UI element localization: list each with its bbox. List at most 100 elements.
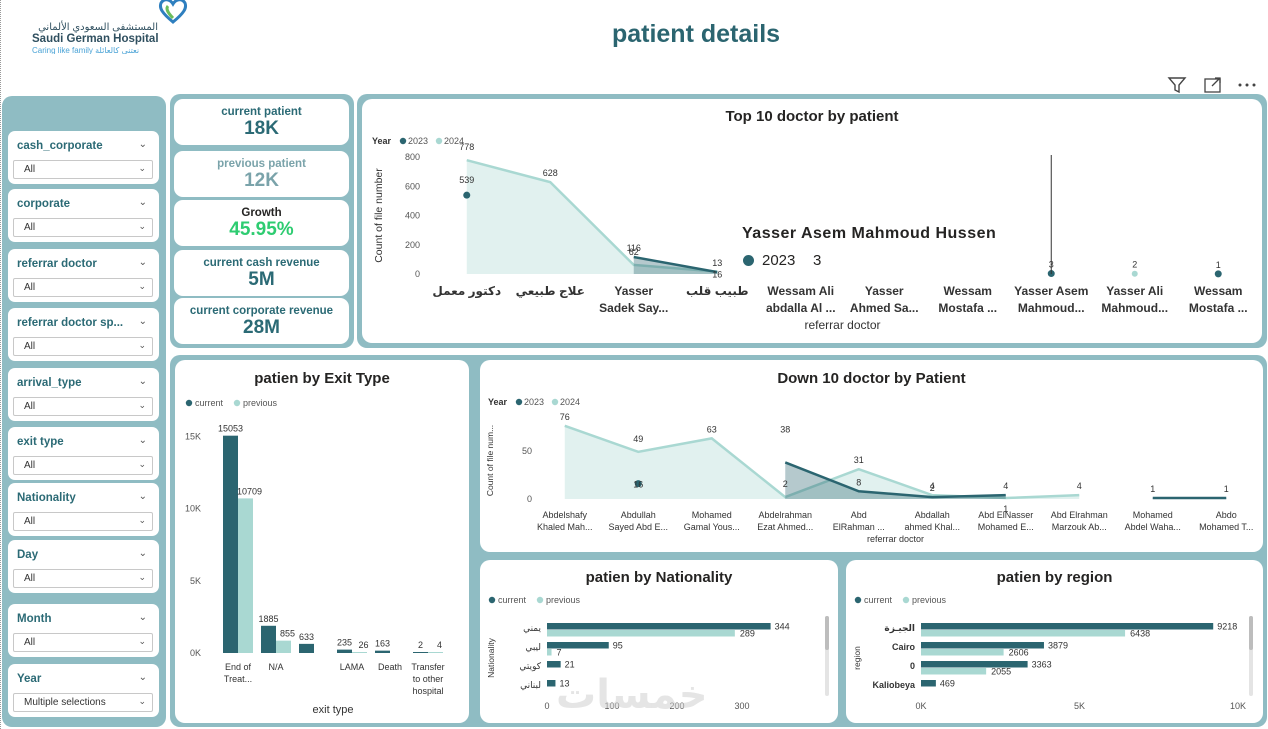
slicer-referrar-doctor[interactable]: referrar doctor ⌄ All ⌄: [8, 249, 159, 302]
bar-current: [921, 661, 1028, 668]
slicer-value: All: [24, 222, 36, 233]
more-options-icon[interactable]: [1236, 75, 1258, 95]
y-tick-label: لبناني: [520, 680, 541, 690]
tooltip-year: 2023: [762, 252, 796, 269]
slicer-year[interactable]: Year ⌄ Multiple selections ⌄: [8, 664, 159, 717]
slicer-day[interactable]: Day ⌄ All ⌄: [8, 540, 159, 593]
x-tick-label: 0K: [915, 701, 926, 711]
x-tick-label: Yasser: [614, 284, 653, 298]
x-tick-label: ElRahman ...: [833, 522, 885, 532]
chevron-down-icon: ⌄: [138, 340, 146, 350]
y-axis-label: Nationality: [486, 637, 496, 677]
chevron-down-icon: ⌄: [138, 221, 146, 231]
chevron-up-down-icon[interactable]: ⌄: [138, 139, 147, 150]
chevron-up-down-icon[interactable]: ⌄: [138, 491, 147, 502]
x-tick-label: Ahmed Sa...: [850, 301, 919, 315]
legend-previous-dot-icon: [536, 596, 544, 604]
x-tick-label: End of: [225, 662, 252, 672]
x-tick-label: Mostafa ...: [1189, 301, 1248, 315]
bar-current: [921, 642, 1044, 649]
data-label: 8: [856, 477, 861, 487]
y-tick-label: 600: [405, 181, 420, 191]
kpi-value: 5M: [248, 269, 275, 290]
x-tick-label: دكتور معمل: [432, 284, 501, 299]
chevron-up-down-icon[interactable]: ⌄: [138, 672, 147, 683]
y-tick-label: 50: [522, 446, 532, 456]
slicer-label: Month: [17, 613, 52, 625]
focus-mode-icon[interactable]: [1203, 75, 1223, 95]
filter-icon[interactable]: [1167, 75, 1187, 95]
slicer-dropdown[interactable]: All ⌄: [13, 569, 153, 588]
data-label: 21: [565, 660, 575, 670]
slicer-dropdown[interactable]: All ⌄: [13, 456, 153, 475]
x-tick-label: LAMA: [340, 662, 365, 672]
chevron-up-down-icon[interactable]: ⌄: [138, 197, 147, 208]
x-tick-label: Sadek Say...: [599, 301, 668, 315]
slicer-dropdown[interactable]: All ⌄: [13, 397, 153, 416]
x-tick-label: علاج طبيعي: [516, 284, 585, 298]
slicer-cash-corporate[interactable]: cash_corporate ⌄ All ⌄: [8, 131, 159, 184]
exit-title: patien by Exit Type: [254, 370, 390, 387]
chevron-up-down-icon[interactable]: ⌄: [138, 257, 147, 268]
data-label: 2: [783, 479, 788, 489]
slicer-month[interactable]: Month ⌄ All ⌄: [8, 604, 159, 657]
exit-chart: current previous 15K 10K 5K 0K 15053 10709 End o…: [185, 398, 445, 716]
slicer-dropdown[interactable]: All ⌄: [13, 337, 153, 356]
slicer-dropdown[interactable]: All ⌄: [13, 633, 153, 652]
slicer-label: Year: [17, 673, 42, 685]
y-tick-label: 10K: [185, 504, 201, 514]
data-label: 15053: [218, 424, 243, 434]
slicer-nationality[interactable]: Nationality ⌄ All ⌄: [8, 483, 159, 536]
x-tick-label: Abd Elrahman: [1051, 510, 1108, 520]
nationality-card: [480, 560, 838, 723]
chevron-up-down-icon[interactable]: ⌄: [138, 376, 147, 387]
slicer-value: All: [24, 637, 36, 648]
x-tick-label: Abdel Waha...: [1125, 522, 1181, 532]
bar-current: [921, 623, 1214, 630]
chevron-up-down-icon[interactable]: ⌄: [138, 435, 147, 446]
kpi-label: current patient: [221, 106, 302, 118]
bar-previous: [428, 652, 443, 653]
slicer-exit-type[interactable]: exit type ⌄ All ⌄: [8, 427, 159, 480]
slicer-dropdown[interactable]: All ⌄: [13, 512, 153, 531]
kpi-current-patient: current patient 18K: [174, 99, 349, 145]
bar-previous: [238, 498, 253, 653]
slicer-corporate[interactable]: corporate ⌄ All ⌄: [8, 189, 159, 242]
slicer-label: referrar doctor: [17, 258, 97, 270]
legend-current-dot-icon: [185, 399, 193, 407]
y-axis-label: Count of file number: [373, 168, 385, 263]
chevron-up-down-icon[interactable]: ⌄: [138, 316, 147, 327]
point-2023: [1214, 270, 1222, 278]
line-2024: [564, 424, 1080, 500]
y-axis-label: region: [852, 646, 862, 670]
slicer-arrival-type[interactable]: arrival_type ⌄ All ⌄: [8, 368, 159, 421]
kpi-label: previous patient: [217, 158, 306, 170]
slicer-referrar-doctor-sp[interactable]: referrar doctor sp... ⌄ All ⌄: [8, 308, 159, 361]
data-label: 1: [1003, 504, 1008, 514]
y-tick-label: 200: [405, 240, 420, 250]
x-tick-label: Mohamed: [1133, 510, 1173, 520]
data-label: 13: [712, 258, 722, 268]
legend-current-dot-icon: [488, 596, 496, 604]
legend-label: 2024: [444, 136, 464, 146]
page-title: patient details: [611, 20, 781, 48]
chevron-up-down-icon[interactable]: ⌄: [138, 612, 147, 623]
x-tick-label: Mohamed T...: [1199, 522, 1253, 532]
x-tick-label: 100: [604, 701, 619, 711]
slicer-value: All: [24, 282, 36, 293]
down10-card: [480, 360, 1263, 552]
bar-previous: [921, 668, 987, 675]
x-tick-label: Treat...: [224, 674, 252, 684]
slicer-dropdown[interactable]: All ⌄: [13, 218, 153, 237]
kpi-previous-patient: previous patient 12K: [174, 151, 349, 197]
heart-logo-icon: [158, 0, 188, 24]
bar-previous: [921, 649, 1004, 656]
chevron-up-down-icon[interactable]: ⌄: [138, 548, 147, 559]
slicer-dropdown[interactable]: Multiple selections ⌄: [13, 693, 153, 712]
data-label: 163: [375, 639, 390, 649]
slicer-dropdown[interactable]: All ⌄: [13, 160, 153, 179]
slicer-value: All: [24, 341, 36, 352]
y-tick-label: 0K: [190, 648, 201, 658]
slicer-dropdown[interactable]: All ⌄: [13, 278, 153, 297]
logo-name: Saudi German Hospital: [32, 33, 159, 45]
